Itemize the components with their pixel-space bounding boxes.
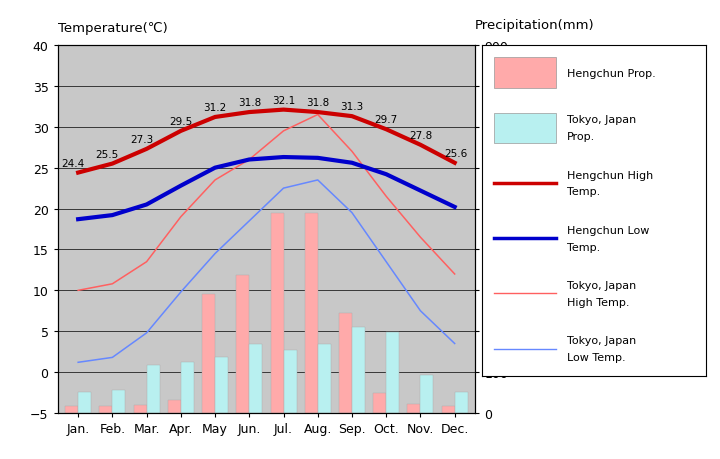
Text: Tokyo, Japan: Tokyo, Japan	[567, 336, 636, 346]
Bar	[386, 333, 399, 413]
Text: 27.3: 27.3	[130, 134, 153, 145]
Bar	[305, 214, 318, 413]
Bar	[181, 363, 194, 413]
Text: Hengchun Prop.: Hengchun Prop.	[567, 68, 656, 78]
Bar	[202, 294, 215, 413]
Bar	[236, 275, 249, 413]
Bar	[454, 392, 468, 413]
Text: Low Temp.: Low Temp.	[567, 352, 626, 362]
Bar	[408, 404, 420, 413]
Text: 31.3: 31.3	[341, 102, 364, 112]
Bar	[168, 400, 181, 413]
Text: 31.2: 31.2	[204, 103, 227, 113]
Bar	[215, 357, 228, 413]
Bar	[318, 345, 330, 413]
Text: Hengchun High: Hengchun High	[567, 170, 654, 180]
Bar	[339, 313, 352, 413]
Text: 27.8: 27.8	[409, 130, 432, 140]
Text: 25.6: 25.6	[445, 149, 468, 158]
Text: Tokyo, Japan: Tokyo, Japan	[567, 280, 636, 291]
Bar	[284, 350, 297, 413]
Bar	[249, 345, 262, 413]
Text: Precipitation(mm): Precipitation(mm)	[475, 19, 595, 32]
Text: Prop.: Prop.	[567, 132, 595, 142]
Bar	[147, 365, 160, 413]
Text: 31.8: 31.8	[238, 98, 261, 108]
Text: 32.1: 32.1	[272, 95, 295, 106]
Text: Temp.: Temp.	[567, 242, 600, 252]
Bar	[134, 405, 147, 413]
Text: Hengchun Low: Hengchun Low	[567, 225, 649, 235]
Text: Temperature(℃): Temperature(℃)	[58, 22, 167, 35]
Bar	[373, 393, 386, 413]
Text: 29.5: 29.5	[169, 117, 192, 127]
Bar	[78, 392, 91, 413]
Bar	[271, 213, 284, 413]
FancyBboxPatch shape	[494, 113, 556, 144]
Text: Temp.: Temp.	[567, 187, 600, 197]
Bar	[352, 327, 365, 413]
Bar	[65, 406, 78, 413]
Text: 29.7: 29.7	[374, 115, 398, 125]
Text: 31.8: 31.8	[306, 98, 329, 108]
Text: High Temp.: High Temp.	[567, 297, 630, 307]
FancyBboxPatch shape	[494, 58, 556, 89]
Text: 24.4: 24.4	[61, 158, 85, 168]
Bar	[112, 390, 125, 413]
Bar	[99, 406, 112, 413]
Text: 25.5: 25.5	[96, 149, 119, 159]
Bar	[441, 406, 454, 413]
Bar	[420, 375, 433, 413]
Text: Tokyo, Japan: Tokyo, Japan	[567, 115, 636, 125]
